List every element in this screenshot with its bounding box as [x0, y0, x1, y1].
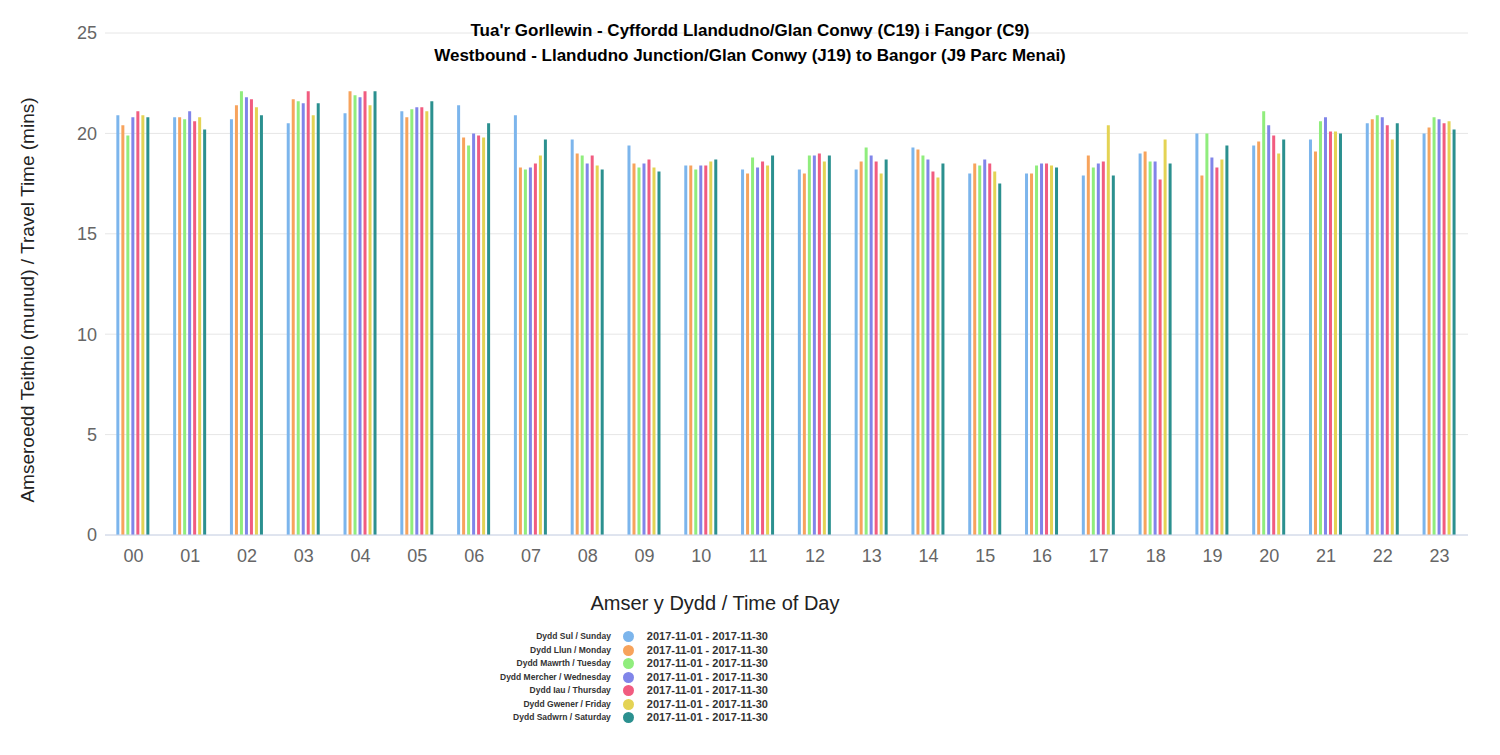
svg-text:14: 14 [918, 546, 938, 566]
svg-text:20: 20 [77, 124, 97, 144]
html-text:2017-11-01 - 2017-11-30: 2017-11-01 - 2017-11-30 [646, 711, 768, 723]
html-text:Dydd Gwener / Friday: Dydd Gwener / Friday [523, 698, 611, 709]
svg-text:0: 0 [87, 525, 97, 545]
svg-text:10: 10 [77, 325, 97, 345]
html-text:Tua'r Gorllewin - Cyffordd Lla: Tua'r Gorllewin - Cyffordd Llandudno/Gla… [470, 21, 1030, 40]
svg-text:16: 16 [1032, 546, 1052, 566]
svg-text:19: 19 [1202, 546, 1222, 566]
svg-text:06: 06 [464, 546, 484, 566]
html-text:Amser y Dydd / Time of Day: Amser y Dydd / Time of Day [590, 592, 840, 614]
html-text:2017-11-01 - 2017-11-30: 2017-11-01 - 2017-11-30 [646, 697, 768, 710]
svg-text:15: 15 [77, 224, 97, 244]
html-text:2017-11-01 - 2017-11-30: 2017-11-01 - 2017-11-30 [646, 630, 768, 642]
svg-text:18: 18 [1146, 546, 1166, 566]
svg-text:10: 10 [691, 546, 711, 566]
svg-text:22: 22 [1373, 546, 1393, 566]
svg-text:5: 5 [87, 425, 97, 445]
svg-text:15: 15 [975, 546, 995, 566]
html-text:2017-11-01 - 2017-11-30: 2017-11-01 - 2017-11-30 [646, 684, 768, 696]
svg-text:08: 08 [578, 546, 598, 566]
html-text:2017-11-01 - 2017-11-30: 2017-11-01 - 2017-11-30 [646, 657, 768, 669]
svg-text:03: 03 [294, 546, 314, 566]
svg-text:07: 07 [521, 546, 541, 566]
svg-text:05: 05 [407, 546, 427, 566]
html-text:Westbound - Llandudno Junction: Westbound - Llandudno Junction/Glan Conw… [434, 46, 1066, 65]
html-text:Amseroedd Teithio (munud) / Tr: Amseroedd Teithio (munud) / Travel Time … [17, 97, 38, 503]
html-text:2017-11-01 - 2017-11-30: 2017-11-01 - 2017-11-30 [646, 643, 768, 656]
svg-text:02: 02 [237, 546, 257, 566]
svg-text:11: 11 [749, 546, 768, 566]
html-text:Dydd Mawrth / Tuesday: Dydd Mawrth / Tuesday [516, 658, 611, 668]
html-text:Dydd Sul / Sunday: Dydd Sul / Sunday [536, 631, 611, 641]
html-text:Dydd Mercher / Wednesday: Dydd Mercher / Wednesday [500, 671, 611, 682]
svg-text:12: 12 [805, 546, 825, 566]
svg-text:13: 13 [862, 546, 882, 566]
svg-text:21: 21 [1316, 546, 1336, 566]
svg-text:20: 20 [1259, 546, 1279, 566]
svg-text:01: 01 [180, 546, 200, 566]
html-text:Dydd Sadwrn / Saturday: Dydd Sadwrn / Saturday [513, 712, 611, 722]
svg-text:04: 04 [351, 546, 371, 566]
svg-text:23: 23 [1430, 546, 1450, 566]
html-text:2017-11-01 - 2017-11-30: 2017-11-01 - 2017-11-30 [646, 670, 768, 683]
html-text:Dydd Llun / Monday: Dydd Llun / Monday [530, 644, 611, 655]
svg-text:00: 00 [123, 546, 143, 566]
svg-text:09: 09 [635, 546, 655, 566]
svg-text:25: 25 [77, 23, 97, 43]
svg-text:17: 17 [1089, 546, 1109, 566]
html-text:Dydd Iau / Thursday: Dydd Iau / Thursday [529, 685, 611, 695]
